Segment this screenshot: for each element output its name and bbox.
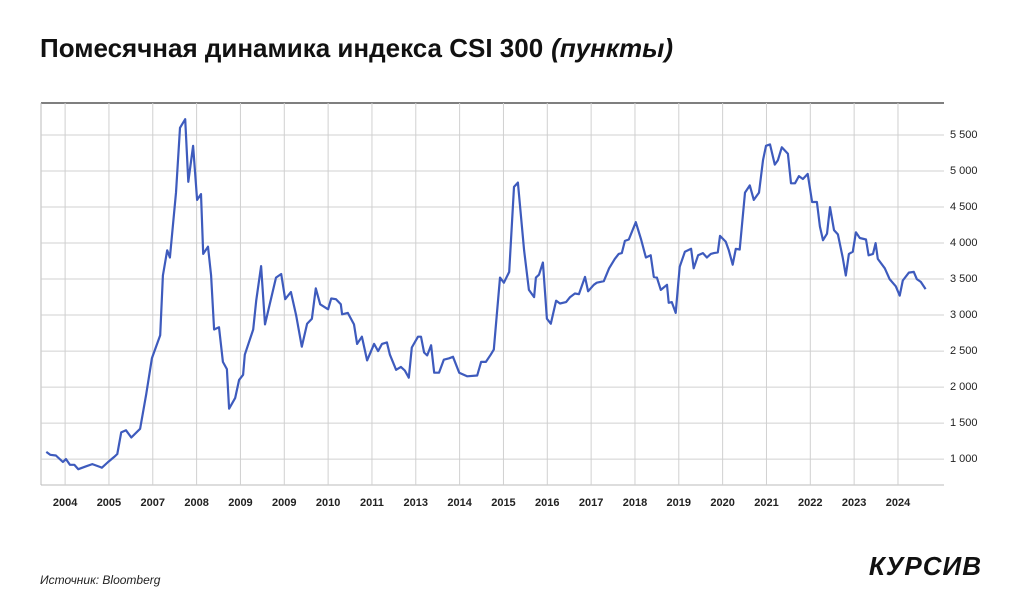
y-tick-label: 1 000 <box>950 453 978 465</box>
title-unit: (пункты) <box>551 33 673 63</box>
y-tick-label: 3 000 <box>950 309 978 321</box>
x-tick-label: 2018 <box>623 497 647 509</box>
x-tick-label: 2014 <box>447 497 472 509</box>
line <box>45 118 927 471</box>
y-tick-label: 4 000 <box>950 237 978 249</box>
x-tick-label: 2004 <box>53 497 78 509</box>
x-tick-label: 2021 <box>754 497 778 509</box>
x-tick-label: 2005 <box>97 497 121 509</box>
x-tick-label: 2010 <box>316 497 340 509</box>
x-tick-label: 2009 <box>228 497 252 509</box>
x-tick-label: 2024 <box>886 497 911 509</box>
x-tick-label: 2009 <box>272 497 296 509</box>
y-tick-label: 1 500 <box>950 417 978 429</box>
x-tick-label: 2022 <box>798 497 822 509</box>
chart-title: Помесячная динамика индекса CSI 300 (пунк… <box>40 33 673 63</box>
x-tick-label: 2007 <box>141 497 165 509</box>
x-tick-label: 2016 <box>535 497 559 509</box>
title-main: Помесячная динамика индекса CSI 300 <box>40 33 543 63</box>
x-tick-label: 2015 <box>491 497 515 509</box>
x-tick-label: 2023 <box>842 497 866 509</box>
x-tick-label: 2020 <box>710 497 734 509</box>
y-tick-label: 5 000 <box>950 165 978 177</box>
y-tick-label: 3 500 <box>950 273 978 285</box>
x-tick-label: 2013 <box>404 497 428 509</box>
source: Источник: Bloomberg <box>40 573 161 587</box>
x-tick-label: 2019 <box>667 497 691 509</box>
logo: КУРСИВ <box>869 551 982 581</box>
y-tick-label: 2 500 <box>950 345 978 357</box>
y-tick-label: 2 000 <box>950 381 978 393</box>
y-tick-label: 4 500 <box>950 201 978 213</box>
x-tick-label: 2011 <box>360 497 384 509</box>
x-tick-label: 2017 <box>579 497 603 509</box>
y-tick-label: 5 500 <box>950 129 978 141</box>
x-tick-label: 2008 <box>184 497 208 509</box>
